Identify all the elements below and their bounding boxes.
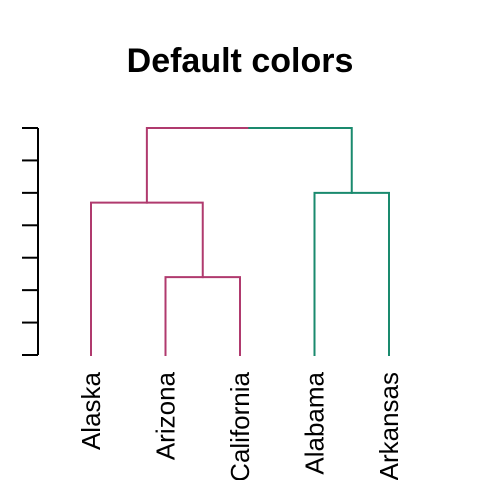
leaf-label-arkansas: Arkansas [374, 372, 404, 480]
leaf-label-alaska: Alaska [76, 371, 106, 450]
dendrogram-branches [90, 127, 390, 356]
branch-m4-left [145, 127, 251, 204]
leaf-label-arizona: Arizona [151, 371, 181, 460]
branch-m1 [164, 276, 241, 356]
leaf-labels: Alaska Arizona California Alabama Arkansas [76, 371, 404, 480]
y-axis [22, 127, 39, 356]
chart-title: Default colors [127, 42, 354, 80]
branch-m2 [90, 201, 204, 356]
leaf-label-alabama: Alabama [300, 371, 330, 474]
branch-m4-right [248, 127, 353, 194]
branch-m3 [313, 191, 390, 356]
leaf-label-california: California [225, 371, 255, 480]
